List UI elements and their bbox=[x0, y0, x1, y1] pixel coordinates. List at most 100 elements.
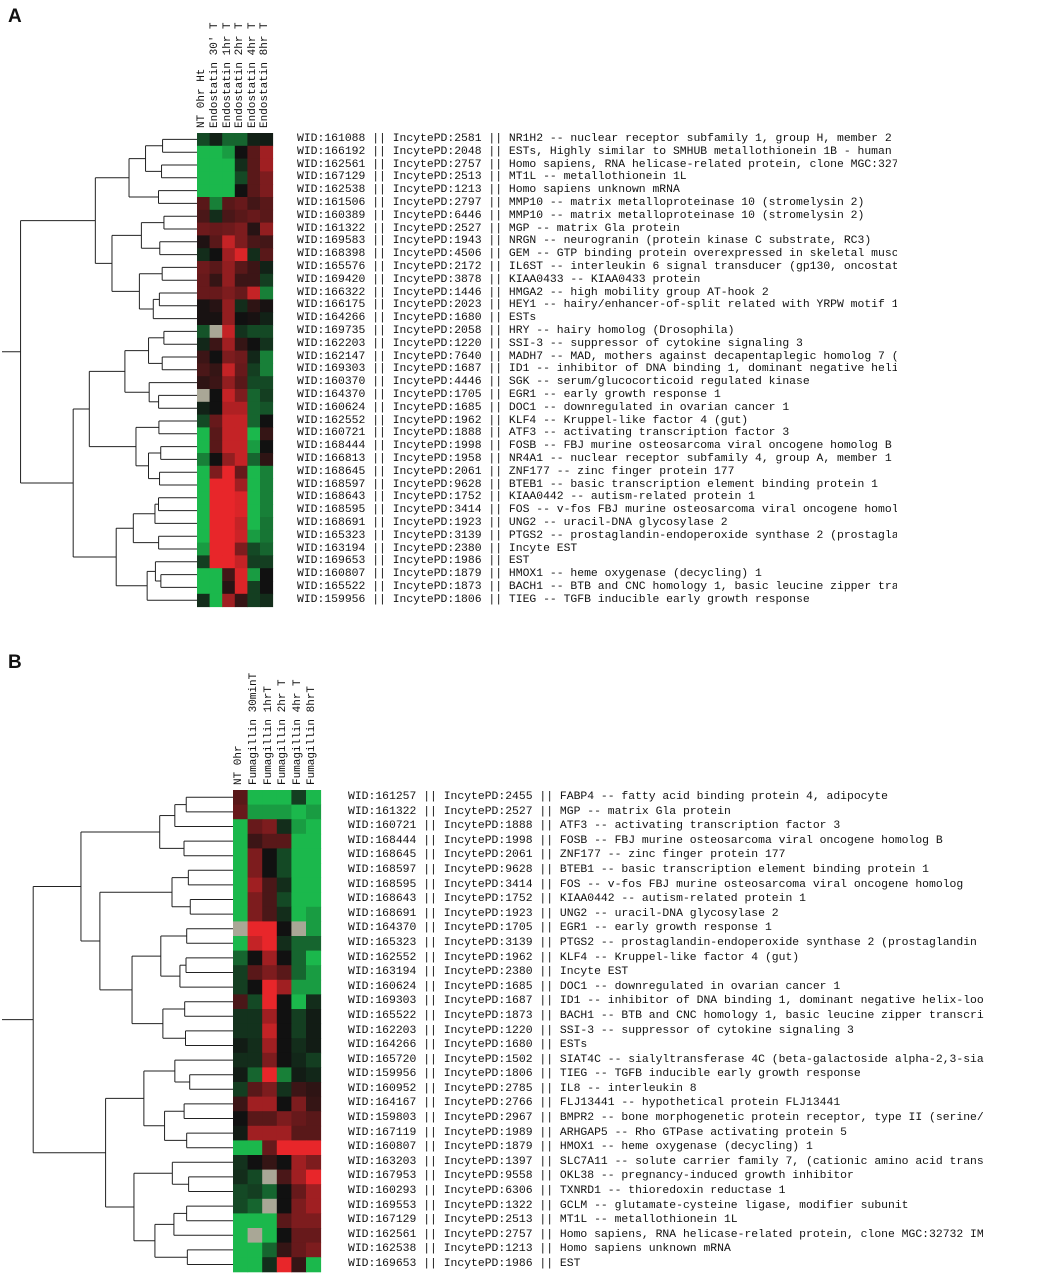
heatmap-cell bbox=[291, 921, 307, 937]
heatmap-cell bbox=[197, 145, 211, 160]
heatmap-cell bbox=[276, 979, 292, 995]
heatmap-cell bbox=[233, 1184, 249, 1200]
heatmap-cell bbox=[209, 440, 223, 454]
heatmap-cell bbox=[247, 790, 263, 806]
heatmap-cell bbox=[209, 312, 223, 326]
heatmap-cell bbox=[247, 350, 261, 364]
heatmap-cell bbox=[260, 350, 274, 364]
heatmap-cell bbox=[197, 504, 211, 518]
heatmap-cell bbox=[260, 171, 274, 185]
heatmap-cell bbox=[291, 1228, 307, 1244]
heatmap-cell bbox=[262, 1111, 278, 1127]
heatmap-cell bbox=[306, 979, 322, 995]
heatmap-cell bbox=[222, 222, 236, 236]
gene-label: WID:168691 || IncytePD:1923 || UNG2 -- u… bbox=[348, 907, 779, 920]
heatmap-cell bbox=[262, 1067, 278, 1083]
heatmap-cell bbox=[247, 171, 261, 185]
heatmap-cell bbox=[233, 1067, 249, 1083]
gene-label: WID:159956 || IncytePD:1806 || TIEG -- T… bbox=[348, 1068, 861, 1081]
heatmap-cell bbox=[276, 1125, 292, 1141]
heatmap-cell bbox=[291, 863, 307, 879]
heatmap-cell bbox=[209, 235, 223, 249]
heatmap-cell bbox=[197, 453, 211, 467]
gene-label: WID:160370 || IncytePD:4446 || SGK -- se… bbox=[297, 376, 810, 389]
heatmap-cell bbox=[234, 568, 248, 582]
heatmap-cell bbox=[276, 994, 292, 1010]
heatmap-cell bbox=[291, 1184, 307, 1200]
heatmap-cell bbox=[234, 197, 248, 211]
gene-label: WID:168645 || IncytePD:2061 || ZNF177 --… bbox=[348, 849, 786, 862]
gene-label: WID:169420 || IncytePD:3878 || KIAA0433 … bbox=[297, 273, 701, 286]
heatmap-cell bbox=[306, 1125, 322, 1141]
heatmap-cell bbox=[247, 440, 261, 454]
heatmap-cell bbox=[247, 542, 261, 556]
heatmap-cell bbox=[247, 1242, 263, 1258]
heatmap-cell bbox=[276, 1198, 292, 1214]
heatmap-cell bbox=[306, 804, 322, 820]
gene-label: WID:160624 || IncytePD:1685 || DOC1 -- d… bbox=[348, 980, 841, 993]
heatmap-cell bbox=[234, 299, 248, 313]
gene-label: WID:165522 || IncytePD:1873 || BACH1 -- … bbox=[348, 1009, 984, 1022]
gene-label: WID:160389 || IncytePD:6446 || MMP10 -- … bbox=[297, 209, 865, 222]
gene-label: WID:168595 || IncytePD:3414 || FOS -- v-… bbox=[348, 878, 964, 891]
heatmap-cell bbox=[197, 517, 211, 531]
heatmap-cell bbox=[197, 158, 211, 172]
gene-label: WID:160721 || IncytePD:1888 || ATF3 -- a… bbox=[348, 820, 841, 833]
heatmap-cell bbox=[262, 1184, 278, 1200]
gene-label: WID:168444 || IncytePD:1998 || FOSB -- F… bbox=[297, 440, 892, 453]
heatmap-cell bbox=[306, 1198, 322, 1214]
heatmap-cell bbox=[291, 877, 307, 893]
heatmap-cell bbox=[291, 936, 307, 952]
heatmap-cell bbox=[197, 593, 211, 608]
heatmap-cell bbox=[222, 465, 236, 480]
heatmap-cell bbox=[209, 197, 223, 211]
heatmap-cell bbox=[197, 312, 211, 326]
gene-label: WID:168643 || IncytePD:1752 || KIAA0442 … bbox=[297, 491, 755, 504]
heatmap-cell bbox=[262, 1009, 278, 1025]
heatmap-cell bbox=[247, 465, 261, 480]
heatmap-cell bbox=[291, 979, 307, 995]
heatmap-cell bbox=[276, 1140, 292, 1156]
heatmap-cell bbox=[306, 863, 322, 879]
heatmap-cell bbox=[291, 1096, 307, 1112]
gene-label: WID:162561 || IncytePD:2757 || Homo sapi… bbox=[348, 1228, 984, 1241]
heatmap-cell bbox=[247, 273, 261, 288]
heatmap-cell bbox=[197, 529, 211, 544]
heatmap-cell bbox=[247, 863, 263, 879]
heatmap-cell bbox=[276, 921, 292, 937]
panel-a-label: A bbox=[8, 6, 22, 27]
heatmap-cell bbox=[291, 1213, 307, 1229]
heatmap-cell bbox=[262, 833, 278, 849]
heatmap-cell bbox=[262, 1023, 278, 1039]
heatmap-cell bbox=[222, 491, 236, 505]
gene-label: WID:168645 || IncytePD:2061 || ZNF177 --… bbox=[297, 465, 735, 478]
heatmap-cell bbox=[247, 555, 261, 569]
heatmap-cell bbox=[233, 1155, 249, 1171]
heatmap-cell bbox=[306, 1052, 322, 1068]
heatmap-cell bbox=[233, 1082, 249, 1098]
gene-label: WID:165323 || IncytePD:3139 || PTGS2 -- … bbox=[348, 936, 977, 949]
gene-label: WID:168691 || IncytePD:1923 || UNG2 -- u… bbox=[297, 516, 728, 529]
heatmap-cell bbox=[234, 363, 248, 377]
heatmap-cell bbox=[222, 197, 236, 211]
heatmap-cell bbox=[234, 414, 248, 428]
heatmap-cell bbox=[247, 222, 261, 236]
heatmap-cell bbox=[247, 994, 263, 1010]
gene-label: WID:161257 || IncytePD:2455 || FABP4 -- … bbox=[348, 791, 889, 803]
heatmap-cell bbox=[276, 950, 292, 966]
heatmap-cell bbox=[247, 478, 261, 492]
heatmap-cell bbox=[262, 848, 278, 864]
heatmap-cell bbox=[260, 529, 274, 544]
gene-label: WID:169735 || IncytePD:2058 || HRY -- ha… bbox=[297, 324, 735, 337]
heatmap-cell bbox=[234, 389, 248, 403]
heatmap-cell bbox=[247, 312, 261, 326]
heatmap-cell bbox=[247, 504, 261, 518]
heatmap-cell bbox=[260, 133, 274, 147]
heatmap-cell bbox=[262, 1228, 278, 1244]
heatmap-cell bbox=[247, 892, 263, 908]
gene-label: WID:168398 || IncytePD:4506 || GEM -- GT… bbox=[297, 248, 897, 261]
heatmap-cell bbox=[262, 979, 278, 995]
heatmap-cell bbox=[306, 965, 322, 981]
heatmap-cell bbox=[222, 261, 236, 275]
